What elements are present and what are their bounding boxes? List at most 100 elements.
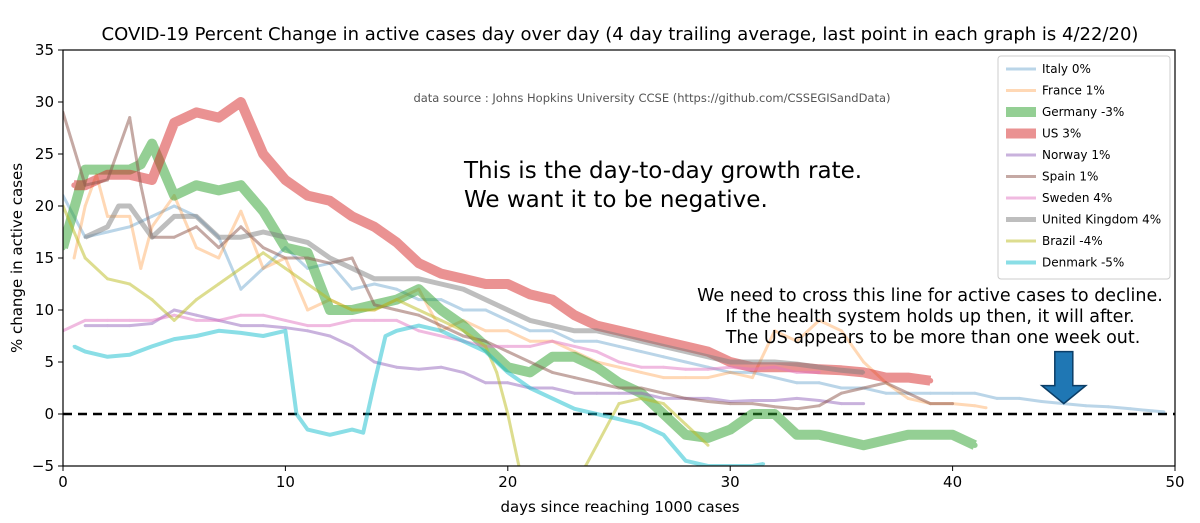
data-point-sweden-4 bbox=[662, 365, 665, 369]
legend-marker-denmark-5 bbox=[1019, 261, 1023, 264]
x-tick-label: 50 bbox=[1165, 473, 1184, 491]
data-point-sweden-4 bbox=[395, 318, 399, 322]
data-point-sweden-4 bbox=[817, 370, 821, 374]
data-point-sweden-4 bbox=[261, 313, 265, 317]
data-point-spain-1 bbox=[906, 391, 910, 395]
data-point-norway-1 bbox=[83, 324, 87, 328]
data-point-brazil-4-cont bbox=[617, 402, 621, 406]
data-point-germany-3 bbox=[238, 182, 244, 188]
data-point-brazil-4 bbox=[506, 412, 510, 416]
data-point-spain-1 bbox=[573, 376, 576, 380]
data-point-germany-3 bbox=[171, 192, 177, 199]
data-point-germany-3 bbox=[883, 437, 889, 443]
legend-entry-us-3: US 3% bbox=[1042, 127, 1081, 141]
data-point-italy-0 bbox=[417, 298, 421, 302]
data-point-denmark-5 bbox=[617, 417, 621, 421]
data-point-sweden-4 bbox=[684, 367, 688, 371]
data-point-sweden-4 bbox=[217, 318, 221, 322]
data-point-spain-1 bbox=[617, 386, 621, 390]
annotation-cross-line-3: The US appears to be more than one week … bbox=[725, 328, 1141, 348]
data-point-united-kingdom-4 bbox=[194, 214, 198, 218]
legend-swatch-spain-1 bbox=[1006, 175, 1036, 178]
legend-box bbox=[997, 55, 1171, 280]
data-point-us-3 bbox=[149, 177, 155, 183]
data-point-spain-1 bbox=[773, 405, 777, 409]
data-point-germany-3 bbox=[927, 432, 934, 438]
data-point-norway-1 bbox=[662, 396, 665, 400]
data-point-norway-1 bbox=[573, 391, 576, 395]
x-tick-label: 40 bbox=[943, 473, 962, 491]
data-point-france-1 bbox=[906, 396, 910, 400]
data-point-italy-0 bbox=[573, 339, 576, 343]
data-point-norway-1 bbox=[617, 391, 621, 395]
annotation-cross-line-1: We need to cross this line for active ca… bbox=[697, 286, 1163, 306]
legend-swatch-italy-0 bbox=[1006, 67, 1036, 71]
data-point-denmark-5 bbox=[484, 350, 488, 354]
data-point-brazil-4 bbox=[495, 370, 499, 374]
data-point-italy-0 bbox=[239, 287, 243, 291]
data-point-united-kingdom-4 bbox=[328, 256, 332, 260]
data-point-spain-1 bbox=[439, 324, 443, 328]
data-point-us-3 bbox=[883, 374, 889, 381]
legend-marker-spain-1 bbox=[1019, 175, 1023, 178]
data-point-spain-1 bbox=[194, 225, 198, 229]
data-point-spain-1 bbox=[951, 402, 955, 406]
data-point-us-3 bbox=[393, 239, 400, 246]
data-point-norway-1 bbox=[283, 326, 287, 330]
data-point-united-kingdom-4 bbox=[639, 339, 643, 343]
data-point-france-1 bbox=[984, 406, 988, 410]
data-point-france-1 bbox=[72, 256, 76, 260]
data-point-denmark-5 bbox=[684, 459, 688, 463]
data-point-united-kingdom-4 bbox=[150, 235, 154, 239]
series-line-italy-0 bbox=[63, 194, 1165, 414]
data-point-denmark-5 bbox=[350, 428, 354, 432]
data-point-italy-0 bbox=[395, 287, 399, 291]
data-point-germany-3 bbox=[327, 307, 333, 313]
data-point-spain-1 bbox=[884, 381, 888, 385]
series-line-sweden-4 bbox=[63, 313, 820, 374]
legend-marker-brazil-4 bbox=[1019, 239, 1023, 243]
annotation-growth-line-1: This is the day-to-day growth rate. bbox=[463, 158, 862, 184]
series-line-denmark-5 bbox=[73, 323, 764, 466]
data-point-sweden-4 bbox=[417, 329, 421, 333]
x-tick-label: 10 bbox=[276, 473, 295, 491]
data-point-spain-1 bbox=[595, 381, 599, 385]
data-point-norway-1 bbox=[106, 324, 109, 328]
data-point-denmark-5 bbox=[573, 407, 576, 411]
legend-swatch-germany-3 bbox=[1006, 107, 1036, 117]
series-united-kingdom-4 bbox=[83, 203, 866, 375]
legend-swatch-us-3 bbox=[1006, 128, 1036, 139]
y-tick-label: 0 bbox=[44, 405, 54, 423]
data-point-sweden-4 bbox=[150, 318, 154, 322]
data-point-us-3 bbox=[282, 177, 289, 183]
data-point-germany-3 bbox=[527, 369, 533, 376]
data-point-denmark-5 bbox=[306, 428, 310, 432]
data-point-sweden-4 bbox=[350, 318, 354, 322]
data-point-spain-1 bbox=[817, 404, 821, 408]
y-tick-label: 30 bbox=[35, 93, 54, 111]
data-point-denmark-5 bbox=[194, 334, 198, 338]
data-point-spain-1 bbox=[928, 402, 932, 406]
data-point-italy-0 bbox=[773, 376, 777, 380]
data-point-us-3 bbox=[126, 172, 133, 178]
data-point-us-3 bbox=[349, 213, 355, 220]
data-point-italy-0 bbox=[639, 350, 643, 354]
data-point-us-3 bbox=[371, 224, 378, 230]
data-point-united-kingdom-4 bbox=[706, 355, 710, 359]
data-point-brazil-4 bbox=[217, 282, 221, 286]
data-point-denmark-5 bbox=[762, 462, 766, 466]
data-point-brazil-4-cont bbox=[706, 443, 710, 447]
data-point-us-3 bbox=[215, 114, 222, 121]
data-point-sweden-4 bbox=[728, 365, 732, 369]
data-point-us-3 bbox=[238, 99, 244, 105]
series-line-us-3 bbox=[74, 97, 932, 386]
data-point-italy-0 bbox=[350, 287, 354, 291]
data-point-germany-3 bbox=[149, 140, 155, 147]
legend-swatch-united-kingdom-4 bbox=[1006, 217, 1036, 222]
data-point-germany-3 bbox=[416, 286, 422, 293]
data-point-denmark-5 bbox=[72, 344, 76, 348]
data-point-spain-1 bbox=[328, 261, 332, 265]
y-tick-label: 10 bbox=[35, 301, 54, 319]
data-point-italy-0 bbox=[728, 370, 732, 374]
data-point-italy-0 bbox=[461, 308, 465, 312]
